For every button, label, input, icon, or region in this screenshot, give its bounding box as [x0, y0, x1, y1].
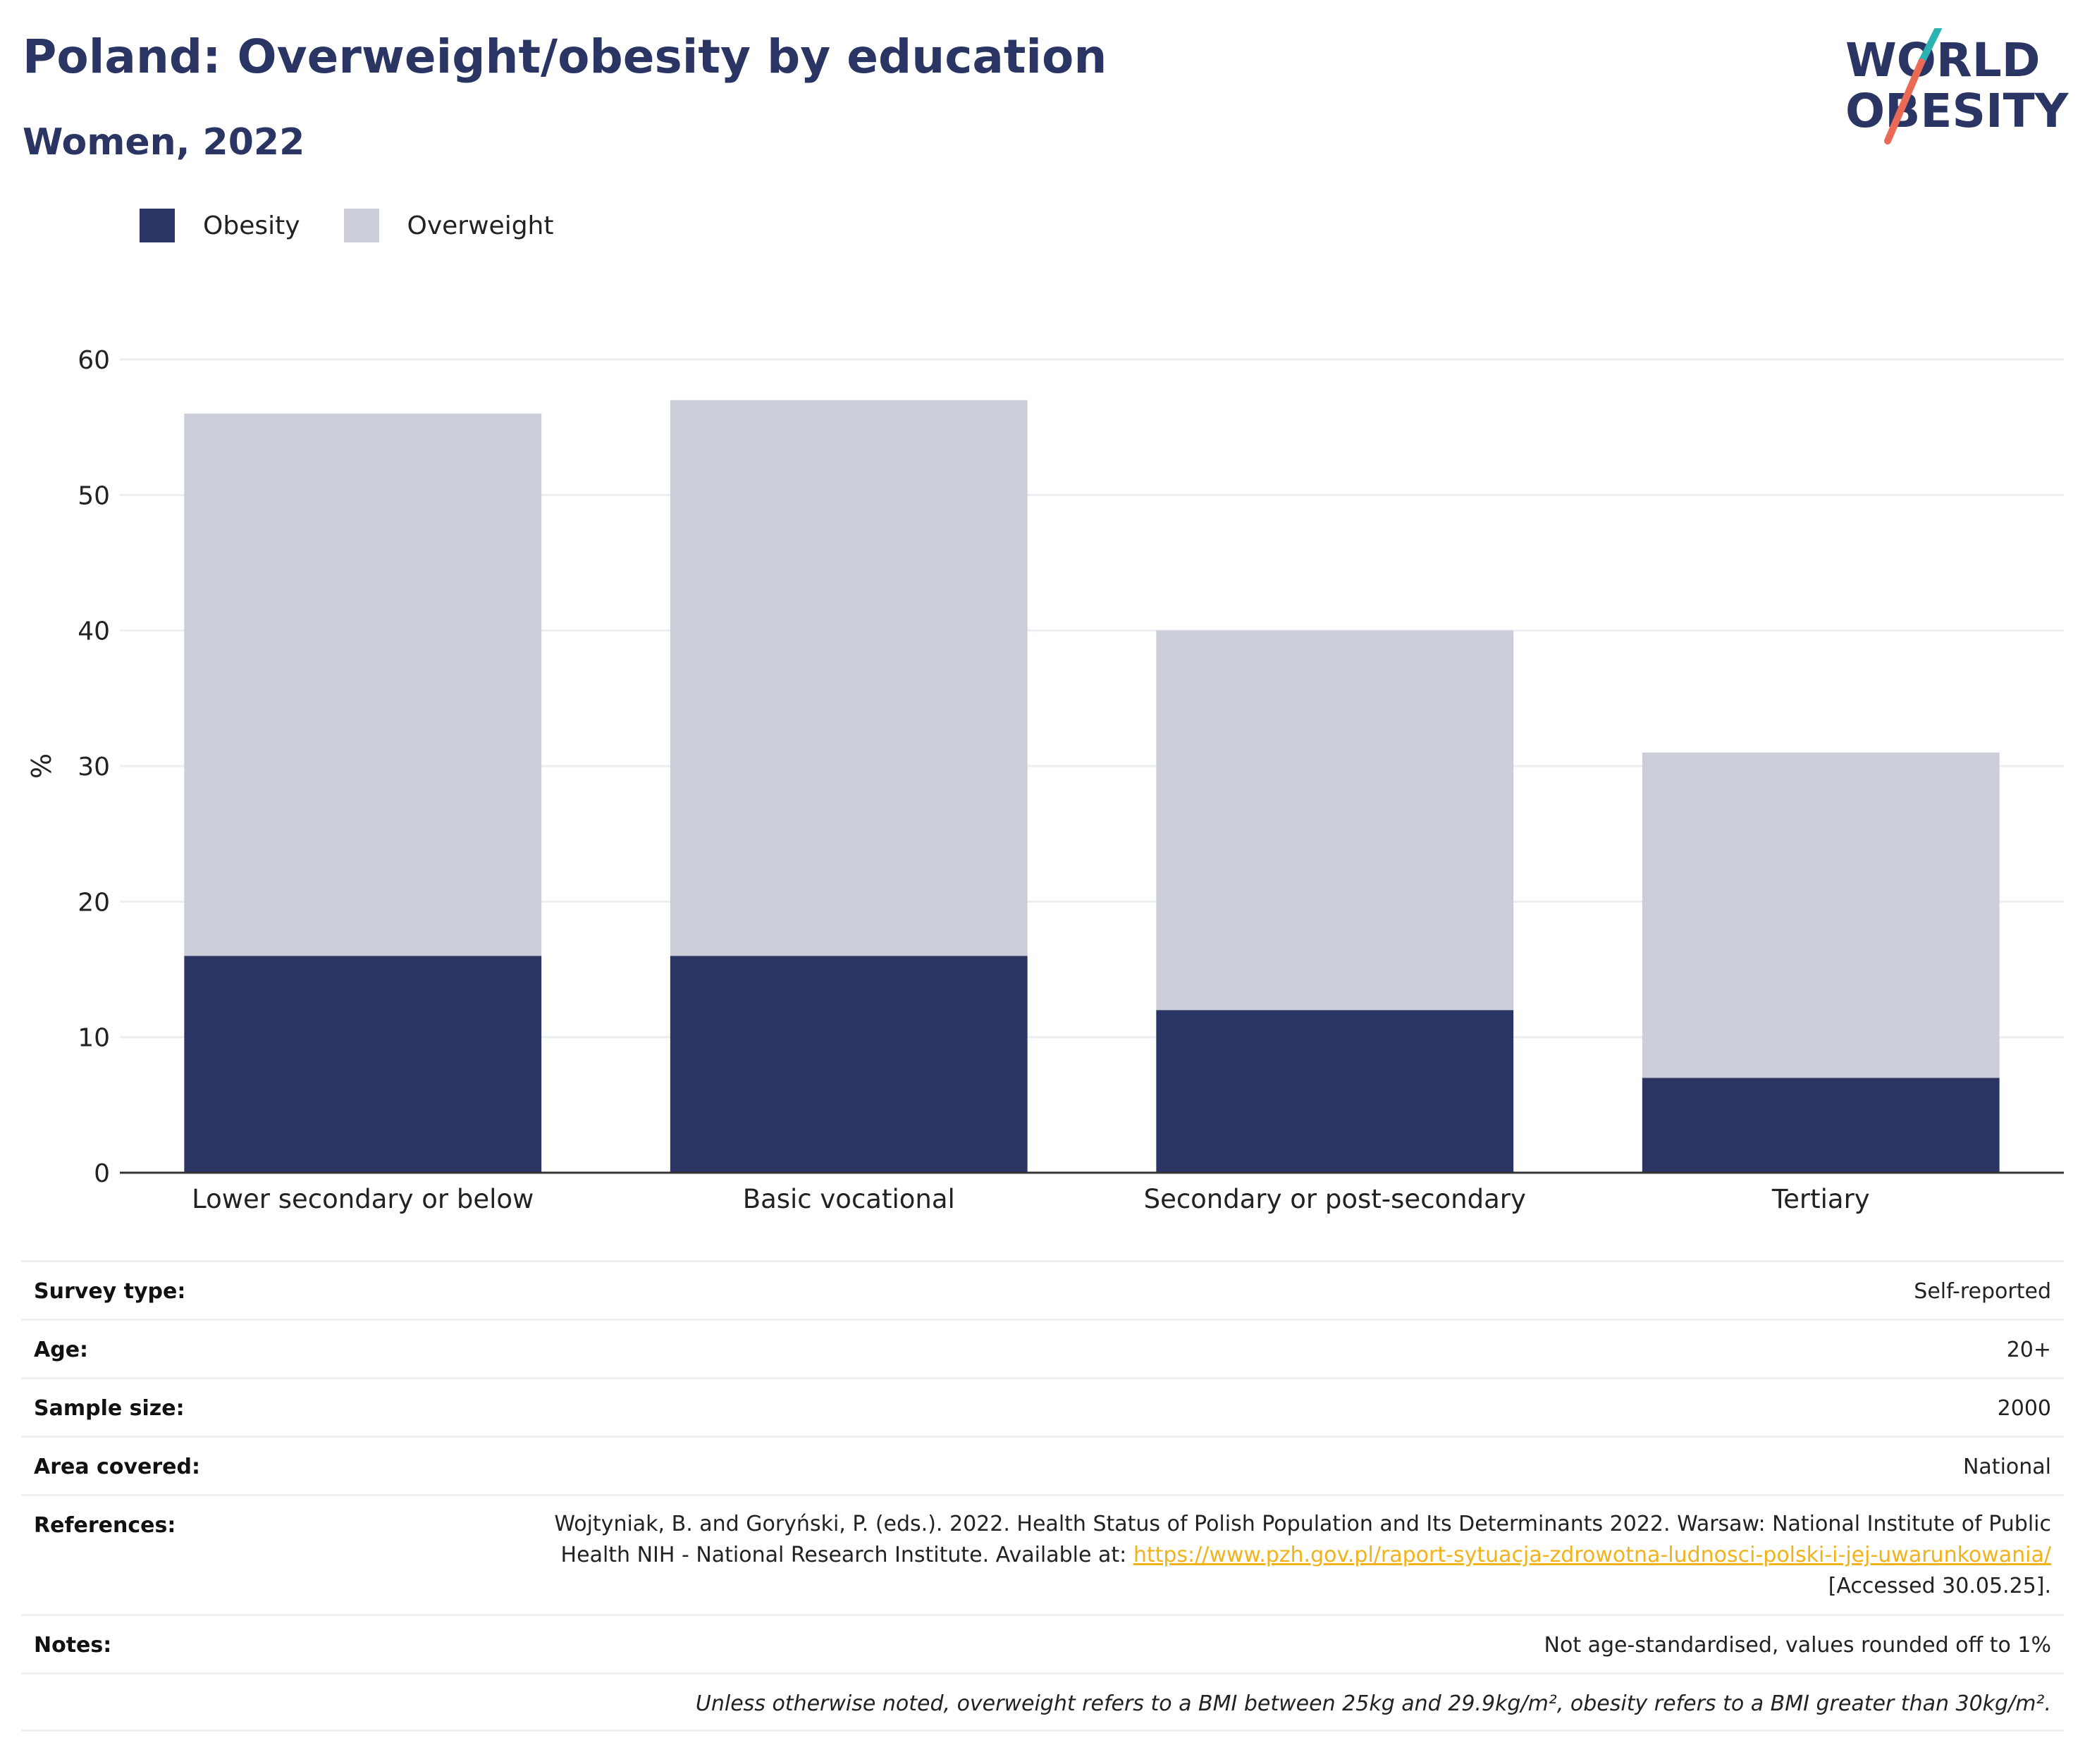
meta-label-survey-type: Survey type:: [34, 1279, 186, 1304]
chart-legend: Obesity Overweight: [140, 209, 597, 242]
meta-row-references: References: Wojtyniak, B. and Goryński, …: [21, 1494, 2064, 1614]
meta-row-definition: Unless otherwise noted, overweight refer…: [21, 1672, 2064, 1732]
y-axis-label: %: [26, 753, 57, 779]
x-tick-label: Basic vocational: [743, 1184, 955, 1214]
meta-value-survey-type: Self-reported: [1914, 1279, 2051, 1304]
meta-label-area: Area covered:: [34, 1455, 200, 1479]
metadata-table: Survey type: Self-reported Age: 20+ Samp…: [21, 1260, 2064, 1732]
legend-item-obesity[interactable]: Obesity: [140, 209, 300, 242]
bar-overweight-3: [1156, 630, 1514, 1011]
meta-value-area: National: [1962, 1455, 2051, 1479]
y-tick-label: 30: [78, 753, 110, 782]
meta-label-notes: Notes:: [34, 1633, 112, 1658]
x-tick-label: Lower secondary or below: [192, 1184, 534, 1214]
y-tick-label: 20: [78, 888, 110, 917]
bar-overweight-1: [184, 413, 542, 956]
bar-obesity-3: [1156, 1010, 1514, 1173]
logo-slash-teal: [1918, 28, 1942, 66]
bar-obesity-2: [670, 956, 1028, 1173]
y-tick-label: 10: [78, 1024, 110, 1053]
logo-slash-coral: [1884, 58, 1925, 144]
meta-row-notes: Notes: Not age-standardised, values roun…: [21, 1614, 2064, 1672]
stacked-bar-chart: 0 10 20 30 40 50 60% Lower secondary or below Ba…: [26, 346, 2064, 1214]
bar-overweight-4: [1642, 752, 2000, 1078]
meta-label-age: Age:: [34, 1338, 89, 1362]
meta-row-area: Area covered: National: [21, 1436, 2064, 1494]
bar-overweight-2: [670, 400, 1028, 956]
meta-row-age: Age: 20+: [21, 1319, 2064, 1377]
reference-link[interactable]: https://www.pzh.gov.pl/raport-sytuacja-z…: [1133, 1543, 2051, 1567]
meta-label-sample-size: Sample size:: [34, 1396, 185, 1421]
meta-value-sample-size: 2000: [1997, 1396, 2051, 1421]
legend-swatch-overweight: [343, 209, 379, 242]
meta-row-survey-type: Survey type: Self-reported: [21, 1260, 2064, 1319]
y-tick-label: 40: [78, 617, 110, 646]
meta-value-notes: Not age-standardised, values rounded off…: [1544, 1633, 2051, 1658]
logo-word-obesity: OBESITY: [1845, 84, 2069, 138]
logo-word-world: WORLD: [1845, 33, 2041, 87]
bar-obesity-4: [1642, 1078, 2000, 1173]
legend-label-obesity: Obesity: [203, 211, 300, 240]
legend-label-overweight: Overweight: [407, 211, 554, 240]
legend-item-overweight[interactable]: Overweight: [343, 209, 554, 242]
meta-value-references: Wojtyniak, B. and Goryński, P. (eds.). 2…: [522, 1496, 2051, 1602]
meta-row-sample-size: Sample size: 2000: [21, 1377, 2064, 1436]
bar-obesity-1: [184, 956, 542, 1173]
x-tick-label: Tertiary: [1771, 1184, 1870, 1214]
reference-accessed: [Accessed 30.05.25].: [1828, 1574, 2051, 1598]
world-obesity-logo: WORLD OBESITY: [1845, 28, 2069, 144]
y-tick-label: 60: [78, 346, 110, 375]
chart-subtitle: Women, 2022: [23, 121, 305, 164]
meta-label-references: References:: [34, 1513, 176, 1538]
y-tick-label: 50: [78, 481, 110, 510]
bmi-definition-note: Unless otherwise noted, overweight refer…: [695, 1691, 2051, 1716]
chart-title: Poland: Overweight/obesity by education: [23, 30, 1107, 84]
y-tick-label: 0: [94, 1159, 110, 1188]
reference-text: Wojtyniak, B. and Goryński, P. (eds.). 2…: [554, 1512, 2051, 1567]
meta-value-age: 20+: [2006, 1338, 2051, 1362]
x-tick-label: Secondary or post-secondary: [1144, 1184, 1526, 1214]
legend-swatch-obesity: [140, 209, 175, 242]
